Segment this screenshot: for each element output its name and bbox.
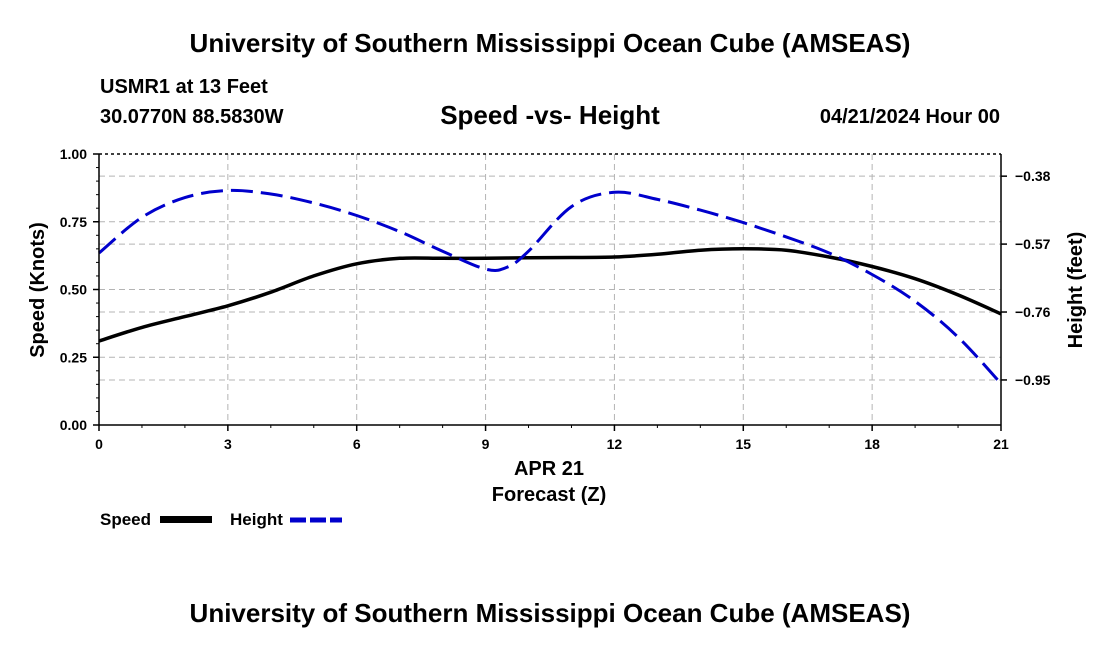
x-tick-label: 6 (353, 436, 361, 452)
y-left-tick-label: 0.50 (60, 282, 87, 298)
x-tick-label: 9 (482, 436, 490, 452)
y-left-tick-label: 0.00 (60, 417, 87, 433)
y-right-tick-label: −0.38 (1015, 168, 1051, 184)
legend-height-label: Height (230, 510, 283, 529)
legend-height-swatch (290, 517, 342, 523)
x-tick-label: 21 (993, 436, 1009, 452)
y-right-tick-label: −0.95 (1015, 372, 1051, 388)
x-tick-label: 3 (224, 436, 232, 452)
series-line-height (98, 188, 1003, 385)
chart-title: University of Southern Mississippi Ocean… (189, 28, 911, 58)
y-right-tick-label: −0.57 (1015, 236, 1051, 252)
chart-subtitle: Speed -vs- Height (440, 100, 660, 130)
x-tick-label: 0 (95, 436, 103, 452)
series-line-speed (98, 247, 1002, 343)
y-right-tick-label: −0.76 (1015, 304, 1051, 320)
x-tick-label: 15 (735, 436, 751, 452)
station-label: USMR1 at 13 Feet (100, 76, 268, 98)
legend-speed-label: Speed (100, 510, 152, 529)
x-tick-label: 12 (607, 436, 623, 452)
datetime-label: 04/21/2024 Hour 00 (819, 106, 1000, 128)
footer-title: University of Southern Mississippi Ocean… (189, 598, 911, 628)
legend-speed-swatch (160, 516, 212, 523)
y-left-tick-label: 0.75 (60, 214, 87, 230)
x-date-label: APR 21 (514, 458, 584, 480)
x-tick-label: 18 (864, 436, 880, 452)
x-axis-label: Forecast (Z) (492, 484, 606, 506)
y-right-axis-label: Height (feet) (1065, 232, 1087, 349)
y-left-tick-label: 0.25 (60, 349, 87, 365)
y-left-axis-label: Speed (Knots) (27, 222, 49, 358)
location-label: 30.0770N 88.5830W (100, 106, 284, 128)
y-left-tick-label: 1.00 (60, 146, 87, 162)
